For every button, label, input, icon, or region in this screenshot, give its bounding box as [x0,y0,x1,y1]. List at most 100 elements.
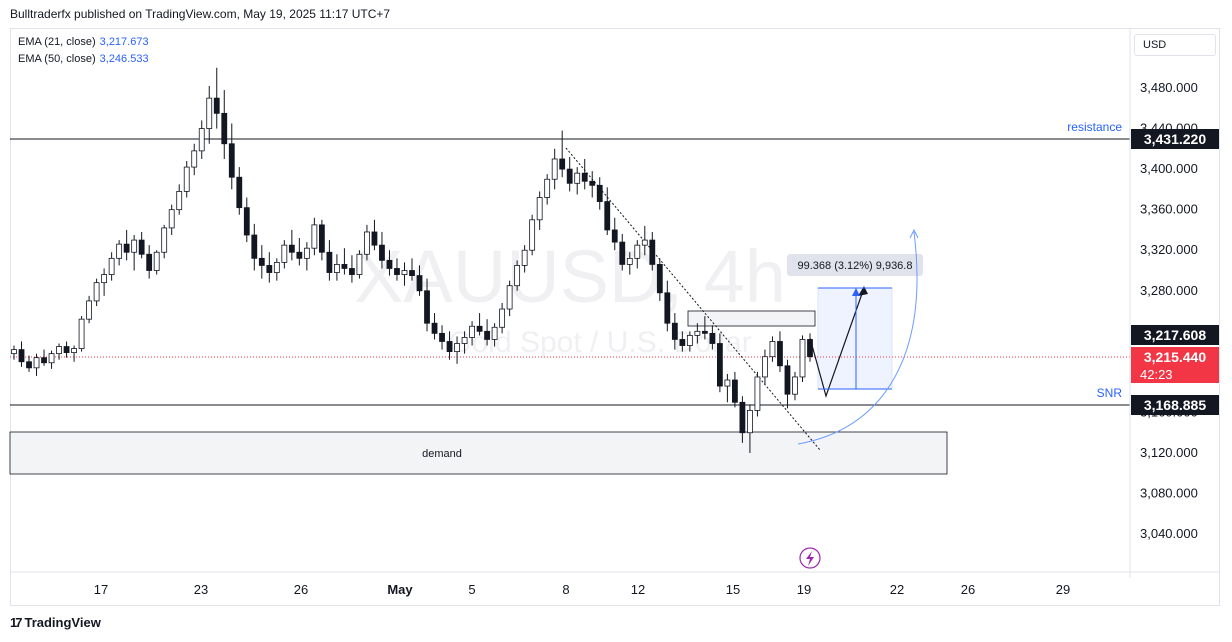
price-tick-label: 3,320.000 [1140,242,1198,257]
candle-body [611,229,618,243]
candle-body [732,379,738,403]
time-tick-label: 8 [562,582,569,597]
candle [296,238,303,266]
time-axis[interactable]: 17 23 26 May 5 8 12 15 19 22 26 29 [94,582,1070,597]
candle-body [176,191,183,211]
candle [619,234,626,271]
candle-body [303,247,310,259]
candle [484,319,490,346]
candle-body [349,268,355,275]
candle-body [153,251,160,271]
candle-body [499,308,506,328]
candle-body [799,339,806,378]
candle [544,174,551,205]
candle-body [784,365,791,395]
candle [138,231,145,259]
ema50-legend[interactable]: EMA (50, close) 3,246.533 [18,53,149,65]
candle-body [739,401,746,434]
candle [146,245,153,279]
candle [491,323,498,347]
trendline[interactable] [565,147,821,451]
candle-body [161,227,168,253]
candle-body [26,361,32,369]
candle-body [206,97,213,129]
lightning-glyph [806,551,814,566]
candle-body [296,251,303,259]
price-tick-label: 3,360.000 [1140,202,1198,217]
candle [318,219,325,261]
candle [559,130,566,178]
bar-countdown: 42:23 [1140,367,1173,382]
candle [499,302,506,334]
candle [506,280,513,317]
candle [341,248,348,275]
candle-body [183,166,190,192]
candle [401,262,408,286]
candle-body [559,158,566,170]
candle-body [198,128,205,152]
candle [581,158,588,190]
candle [656,258,663,301]
candle [709,325,716,350]
candle [461,331,468,354]
candle [747,404,753,453]
demand-zone[interactable] [9,431,948,475]
candle [18,341,25,367]
candle [48,350,55,369]
candle [792,371,798,401]
candle [409,258,415,281]
candle [371,219,378,251]
candle [566,156,573,192]
candle [11,345,17,360]
candle [589,171,596,198]
candle [514,260,521,291]
candle-body [386,259,393,269]
ema50-value: 3,246.533 [99,53,149,65]
candle-body [716,343,723,387]
price-tick-label: 3,480.000 [1140,80,1198,95]
candle-body [48,353,55,364]
price-label-bg [1131,325,1219,345]
candle-body [484,330,490,340]
currency-selector[interactable]: USD [1134,34,1216,56]
price-axis[interactable]: 3,480.0003,440.0003,400.0003,360.0003,32… [1140,80,1198,541]
candle [724,373,731,403]
candle-body [86,300,92,320]
candle [334,254,340,281]
candle-body [123,243,130,253]
candle-body [476,325,483,332]
candle [454,336,460,364]
candle-body [318,224,325,253]
candles-group [11,67,813,453]
candle [469,321,475,346]
candle [716,333,723,393]
candle-body [41,357,47,364]
time-tick-label: 29 [1056,582,1070,597]
candle [176,184,183,215]
projection-box[interactable] [817,287,893,390]
time-tick-label: 23 [194,582,208,597]
candle [311,217,318,256]
candle [386,250,393,276]
supply-box[interactable] [687,310,816,327]
candle [701,316,708,340]
candle [236,167,243,215]
tradingview-brand[interactable]: 17 TradingView [10,615,101,630]
candle [26,355,32,372]
candle-body [431,322,438,334]
candle [416,265,423,296]
candle [183,161,190,198]
measure-arrowhead [852,288,860,296]
candle [364,224,370,261]
candle [664,280,671,332]
ema21-legend[interactable]: EMA (21, close) 3,217.673 [18,36,149,48]
candle [529,214,536,256]
candle-body [33,357,40,369]
candle-body [762,356,768,378]
snr-label: SNR [1097,386,1123,400]
candle-body [566,168,573,184]
chart-frame[interactable] [10,28,1220,606]
time-tick-label: 5 [468,582,475,597]
candle [326,240,333,281]
